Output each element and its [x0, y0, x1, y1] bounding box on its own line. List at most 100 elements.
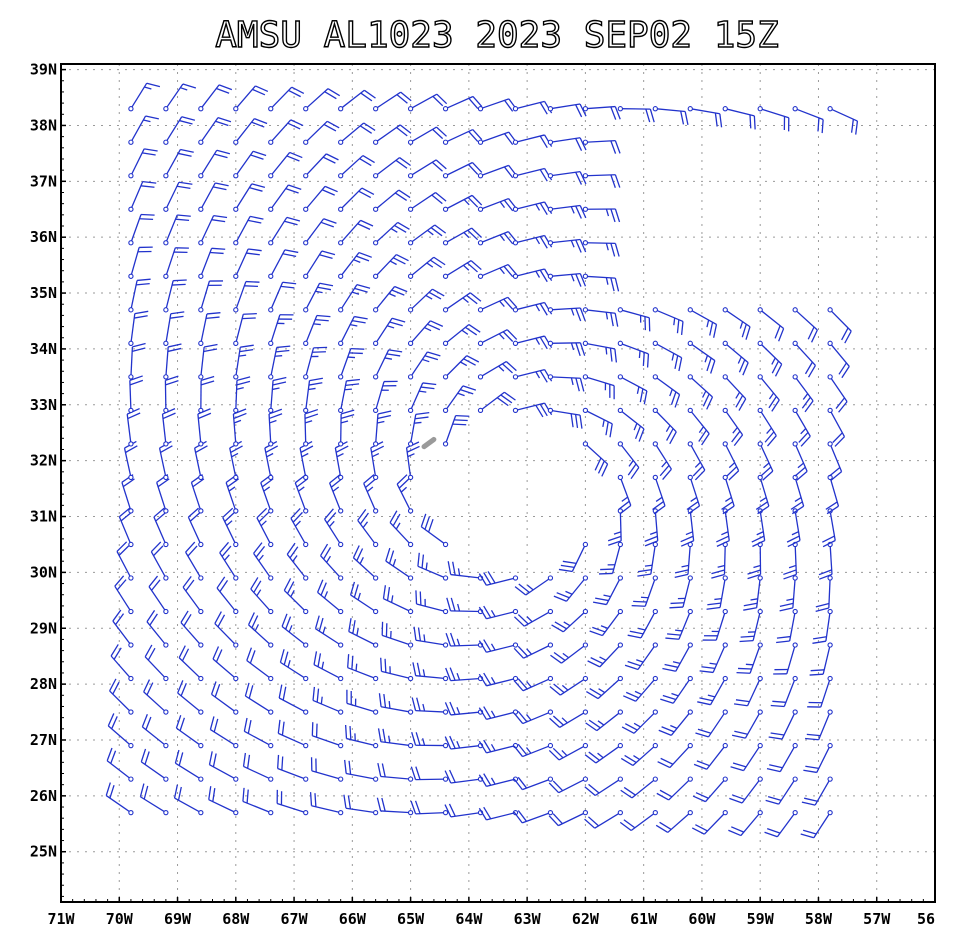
barb-station-dot: [163, 307, 169, 313]
barb-station-dot: [792, 106, 798, 112]
barb-staff: [130, 214, 142, 243]
wind-barb: [617, 340, 650, 368]
wind-barb: [617, 106, 655, 123]
barb-station-dot: [442, 608, 449, 615]
barb-half-feather: [414, 421, 422, 424]
barb-feather: [182, 83, 197, 89]
wind-barb: [755, 474, 770, 515]
barb-feather: [731, 734, 746, 739]
barb-half-feather: [236, 387, 244, 391]
barb-station-dot: [827, 809, 833, 816]
barb-station-dot: [268, 675, 274, 682]
barb-station-dot: [617, 675, 624, 682]
y-tick-label: 35N: [30, 284, 57, 302]
barb-staff: [667, 812, 691, 833]
barb-feather: [345, 383, 360, 386]
barb-feather: [595, 597, 609, 602]
barb-staff: [719, 577, 726, 608]
barb-feather: [281, 613, 288, 627]
wind-barb: [584, 776, 624, 797]
wind-barb: [587, 642, 624, 668]
barb-half-feather: [750, 598, 758, 601]
barb-staff: [450, 744, 481, 750]
wind-barb: [407, 411, 430, 447]
barb-staff: [222, 517, 237, 545]
barb-station-dot: [372, 575, 379, 581]
barb-station-dot: [128, 709, 134, 715]
wind-barb: [389, 510, 414, 548]
barb-feather: [388, 550, 395, 564]
barb-half-feather: [457, 603, 461, 612]
barb-feather: [354, 287, 368, 293]
barb-half-feather: [526, 714, 532, 721]
barb-feather: [317, 653, 322, 667]
barb-feather: [809, 673, 824, 676]
barb-staff: [130, 148, 145, 177]
wind-barb: [268, 376, 287, 414]
barb-station-dot: [303, 307, 309, 313]
barb-feather: [450, 597, 456, 612]
barb-station-dot: [792, 441, 798, 447]
barb-feather: [513, 745, 524, 757]
barb-half-feather: [425, 294, 433, 300]
barb-half-feather: [422, 358, 430, 363]
barb-staff: [445, 324, 470, 344]
barb-feather: [215, 182, 229, 187]
barb-feather: [609, 348, 613, 362]
barb-feather: [272, 376, 287, 382]
barb-feather: [621, 726, 635, 734]
barb-staff: [374, 413, 379, 444]
barb-feather: [570, 413, 574, 428]
barb-station-dot: [268, 575, 274, 581]
wind-barb: [268, 281, 297, 313]
barb-feather: [212, 753, 217, 767]
wind-barb: [617, 441, 640, 480]
barb-feather: [633, 600, 647, 603]
barb-station-dot: [233, 407, 239, 414]
wind-barb: [513, 675, 554, 692]
barb-station-dot: [442, 541, 449, 548]
barb-half-feather: [490, 777, 496, 785]
barb-staff: [522, 711, 551, 725]
barb-staff: [480, 329, 508, 344]
barb-feather: [749, 114, 752, 129]
wind-barb: [233, 183, 266, 212]
barb-station-dot: [338, 742, 344, 749]
barb-staff: [290, 518, 307, 545]
barb-feather: [660, 757, 674, 765]
wind-barb: [378, 693, 414, 715]
barb-feather: [146, 610, 156, 623]
wind-barb: [303, 153, 339, 179]
barb-feather: [172, 283, 186, 286]
barb-staff: [515, 335, 545, 344]
barb-feather: [200, 375, 215, 381]
barb-feather: [211, 219, 226, 223]
barb-half-feather: [180, 87, 188, 91]
barb-staff: [165, 116, 183, 143]
barb-staff: [779, 745, 796, 772]
barb-staff: [723, 544, 726, 575]
barb-half-feather: [384, 357, 393, 360]
barb-staff: [375, 381, 385, 411]
barb-feather: [699, 670, 714, 674]
barb-feather: [150, 541, 162, 553]
barb-staff: [515, 368, 545, 378]
wind-barb: [116, 541, 134, 581]
wind-barb: [477, 263, 518, 279]
barb-feather: [388, 349, 403, 353]
barb-feather: [463, 358, 476, 366]
barb-staff: [235, 85, 256, 110]
barb-station-dot: [652, 441, 658, 447]
barb-half-feather: [423, 634, 426, 642]
barb-station-dot: [757, 441, 763, 447]
barb-station-dot: [547, 608, 554, 615]
barb-feather: [435, 192, 447, 202]
barb-feather: [503, 298, 514, 310]
barb-feather: [552, 813, 563, 825]
barb-staff: [594, 812, 621, 829]
barb-feather: [314, 793, 317, 807]
barb-half-feather: [675, 629, 683, 632]
barb-feather: [623, 695, 636, 702]
barb-feather: [692, 465, 704, 477]
barb-station-dot: [338, 240, 344, 246]
